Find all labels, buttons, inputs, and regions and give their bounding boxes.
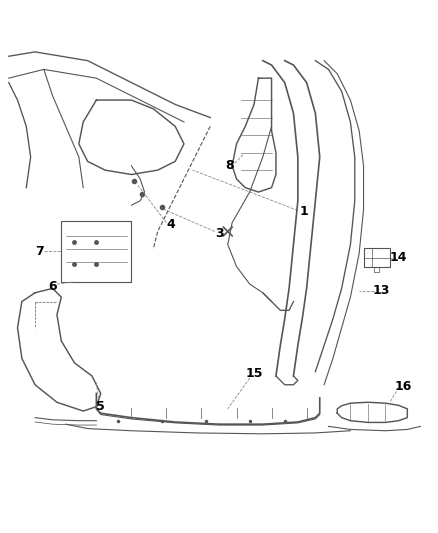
Text: 1: 1 xyxy=(300,205,309,218)
Text: 5: 5 xyxy=(96,400,105,413)
Text: 3: 3 xyxy=(215,227,223,240)
Text: 15: 15 xyxy=(245,367,263,381)
Text: 8: 8 xyxy=(226,159,234,172)
Text: 7: 7 xyxy=(35,245,44,257)
Text: 6: 6 xyxy=(48,280,57,293)
Text: 13: 13 xyxy=(372,284,390,297)
Bar xyxy=(61,221,131,282)
Text: 16: 16 xyxy=(394,381,412,393)
Text: 14: 14 xyxy=(390,251,407,264)
Bar xyxy=(364,248,390,268)
Text: 4: 4 xyxy=(166,219,175,231)
